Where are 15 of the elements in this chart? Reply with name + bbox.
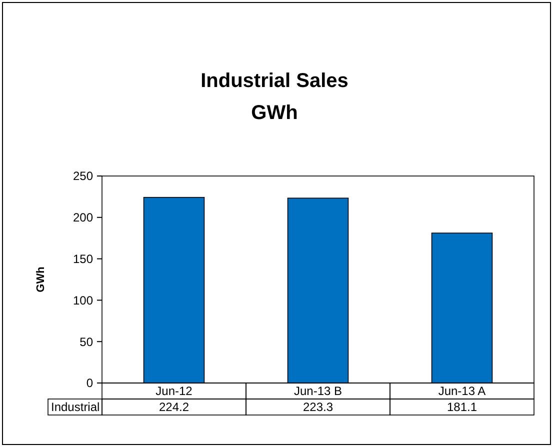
y-tick-label: 250 xyxy=(72,169,94,184)
y-tick-label: 100 xyxy=(72,293,94,308)
x-tick-label: Jun-12 xyxy=(156,384,193,398)
y-tick-label: 200 xyxy=(72,210,94,225)
data-label: 224.2 xyxy=(158,400,190,414)
x-tick-label: Jun-13 B xyxy=(294,384,342,398)
y-axis-title: GWh xyxy=(35,266,47,292)
text: Industrial xyxy=(51,400,100,414)
chart-title: Industrial Sales GWh xyxy=(200,70,348,124)
y-tick-label: 0 xyxy=(86,376,94,390)
data-label: 223.3 xyxy=(302,400,334,414)
y-tick-label: 150 xyxy=(72,252,94,266)
y-tick-label: 50 xyxy=(80,334,94,349)
x-tick-label: Jun-13 A xyxy=(438,384,486,398)
data-label: 181.1 xyxy=(446,400,478,414)
